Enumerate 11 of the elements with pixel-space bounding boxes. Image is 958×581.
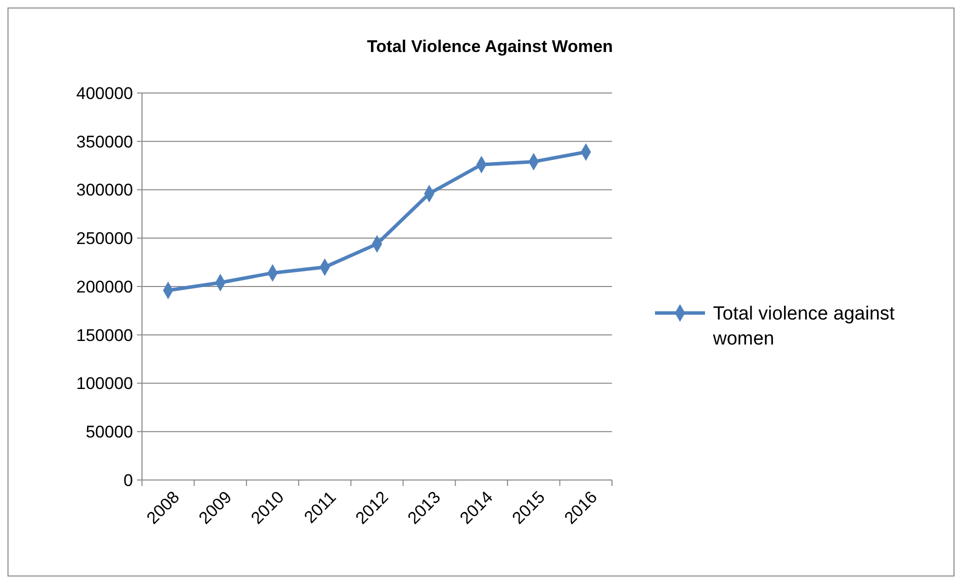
y-tick-label: 50000 bbox=[86, 422, 133, 442]
legend-label: Total violence against women bbox=[712, 304, 896, 350]
y-tick-label: 150000 bbox=[76, 326, 133, 345]
y-tick-label: 250000 bbox=[76, 229, 133, 248]
y-tick-label: 300000 bbox=[76, 180, 133, 200]
y-tick-label: 0 bbox=[124, 470, 133, 490]
y-tick-label: 200000 bbox=[76, 277, 133, 296]
y-tick-label: 100000 bbox=[76, 374, 133, 394]
y-tick-label: 400000 bbox=[76, 84, 133, 103]
y-tick-label: 350000 bbox=[76, 132, 133, 152]
chart-title: Total Violence Against Women bbox=[367, 37, 613, 56]
